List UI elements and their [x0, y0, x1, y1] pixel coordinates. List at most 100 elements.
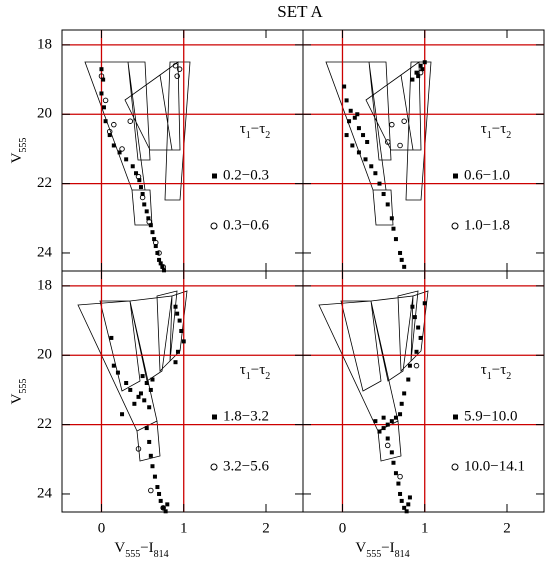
isochrone-boxes [84, 61, 191, 226]
x-axis-label-part: 814 [395, 549, 410, 560]
y-tick-label: 18 [37, 36, 52, 52]
point [174, 73, 180, 79]
point [406, 377, 411, 382]
point [361, 133, 366, 138]
point [136, 394, 141, 399]
point [422, 60, 427, 65]
legend-title-part: τ [240, 121, 246, 137]
y-axis-label-part: 555 [18, 138, 29, 153]
point [407, 363, 412, 368]
y-tick-label: 24 [37, 244, 53, 260]
point [173, 360, 178, 365]
point [377, 429, 382, 434]
x-tick-label: 2 [262, 520, 270, 536]
point [420, 67, 425, 72]
legend-marker [212, 414, 217, 420]
legend-marker [451, 463, 459, 471]
point [373, 419, 378, 424]
point [158, 261, 163, 266]
point [350, 143, 355, 148]
point [389, 450, 394, 455]
legend-label: 5.9−10.0 [464, 408, 517, 424]
point [132, 401, 137, 406]
y-axis-label: V555 [9, 138, 28, 164]
y-tick-label: 20 [37, 106, 52, 122]
point [356, 126, 361, 131]
plot-frame [302, 29, 545, 272]
point [140, 374, 145, 379]
point [135, 446, 142, 452]
point [384, 442, 391, 449]
point [377, 181, 382, 186]
point [381, 426, 386, 431]
x-axis-label-part: 814 [154, 549, 169, 560]
point [124, 381, 129, 386]
point [139, 194, 146, 201]
point [124, 157, 129, 162]
plot-frame [302, 270, 545, 513]
point [144, 381, 149, 386]
y-tick-label: 22 [37, 175, 52, 191]
point [410, 77, 415, 82]
point [356, 150, 361, 155]
plot-frame [61, 270, 304, 513]
legend-title-part: 2 [265, 371, 270, 382]
point [381, 192, 386, 197]
isochrone-boxes [318, 290, 429, 462]
point [385, 202, 390, 207]
x-tick-label: 2 [503, 520, 511, 536]
legend-marker [451, 222, 459, 230]
point [401, 118, 407, 124]
point [138, 185, 143, 190]
point [407, 495, 412, 500]
legend-title-part: 1 [246, 371, 251, 382]
point [137, 178, 142, 183]
legend-marker [453, 173, 458, 179]
legend-marker [453, 414, 458, 420]
plot-frame [61, 29, 304, 272]
point [397, 473, 403, 480]
legend-title-part: 2 [506, 130, 511, 141]
point [157, 257, 162, 262]
point [146, 216, 151, 221]
point [410, 304, 415, 309]
isochrone-boxes [77, 290, 188, 462]
point [117, 150, 122, 155]
point [393, 237, 398, 242]
legend-title: τ1−τ2 [240, 362, 271, 381]
point [381, 415, 386, 420]
point [99, 91, 104, 96]
point [402, 391, 407, 396]
point [347, 119, 352, 124]
legend-label: 3.2−5.6 [223, 458, 269, 474]
legend-label: 1.8−3.2 [223, 408, 269, 424]
point [365, 140, 370, 145]
point [389, 216, 394, 221]
point [142, 398, 147, 403]
point [160, 264, 166, 270]
point [150, 230, 155, 235]
point [127, 118, 134, 124]
point [152, 474, 157, 479]
legend-title-part: τ [240, 362, 246, 378]
legend-title: τ1−τ2 [481, 121, 512, 140]
legend-marker [210, 463, 218, 471]
figure-title: SET A [277, 2, 323, 21]
point [398, 250, 403, 255]
point [355, 112, 360, 117]
x-tick-label: 1 [180, 520, 188, 536]
point [402, 505, 407, 510]
point [161, 268, 166, 273]
point [115, 370, 120, 375]
point [160, 264, 165, 269]
point [157, 491, 162, 496]
x-axis-label-part: 555 [366, 549, 381, 560]
legend-title: τ1−τ2 [481, 362, 512, 381]
point [175, 311, 180, 316]
point [397, 142, 403, 149]
point [398, 412, 403, 417]
legend-label: 0.2−0.3 [223, 167, 269, 183]
legend-title-part: −τ [251, 362, 266, 378]
